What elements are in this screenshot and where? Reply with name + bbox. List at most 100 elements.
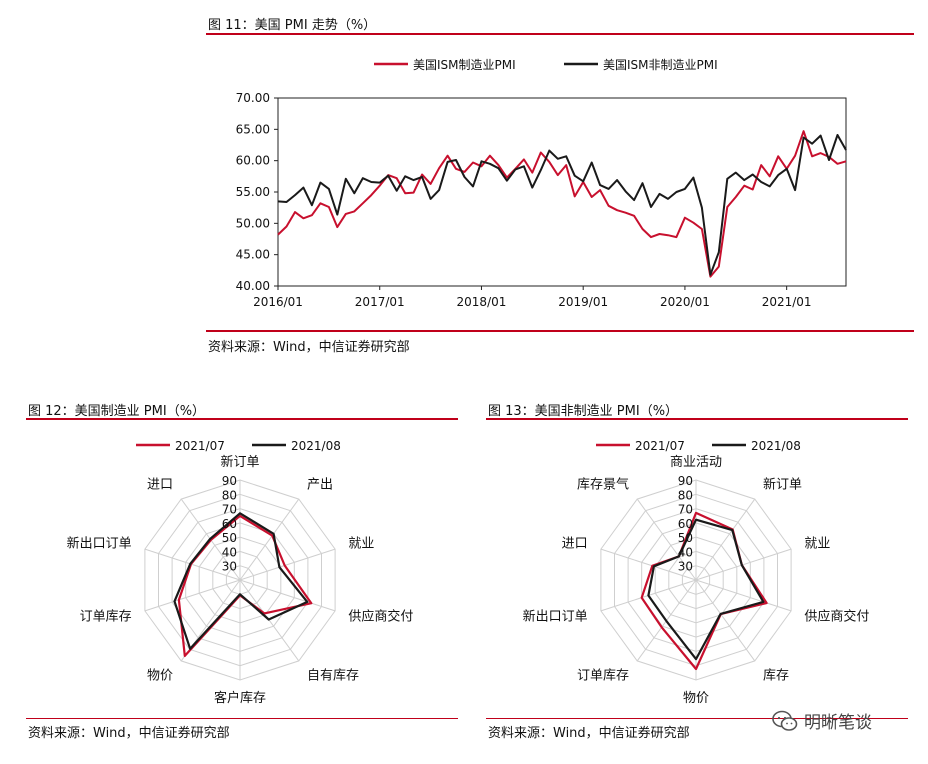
radar-series	[640, 511, 768, 671]
legend-label-1: 美国ISM非制造业PMI	[603, 58, 718, 72]
radar-axis-label-9: 库存景气	[577, 477, 629, 493]
radar-tick-label-6: 90	[678, 474, 693, 488]
y-tick-label-0: 40.00	[236, 279, 270, 293]
radar-tick-label-4: 70	[678, 503, 693, 517]
radar-tick-label-5: 80	[678, 488, 693, 502]
radar-axis-label-8: 进口	[562, 537, 588, 552]
radar-axis-label-2: 就业	[348, 537, 374, 552]
radar-legend-label-0: 2021/07	[175, 439, 225, 453]
radar-axis-label-2: 就业	[804, 537, 830, 552]
y-tick-label-3: 55.00	[236, 185, 270, 199]
manufacturing-pmi-radar: 2021/07 2021/0830405060708090新订单产出就业供应商交付…	[67, 439, 414, 706]
radar-spoke-8	[600, 548, 697, 581]
radar-series-1	[173, 512, 309, 650]
fig11-title: 图 11：美国 PMI 走势（%）	[208, 18, 377, 33]
radar-spoke-1	[239, 498, 300, 581]
y-tick-label-1: 45.00	[236, 248, 270, 262]
radar-tick-label-3: 60	[222, 517, 237, 531]
radar-legend-label-1: 2021/08	[751, 439, 801, 453]
fig11-top-rule	[206, 33, 914, 35]
legend-label-0: 美国ISM制造业PMI	[413, 58, 516, 72]
series-line-0	[277, 130, 847, 278]
radar-tick-label-1: 40	[222, 545, 237, 559]
radar-spoke-3	[695, 579, 792, 612]
radar-tick-label-0: 30	[678, 560, 693, 574]
watermark: 明晰笔谈	[772, 708, 872, 733]
radar-legend: 2021/07 2021/08	[136, 439, 341, 453]
x-tick-label-0: 2016/01	[253, 295, 303, 309]
us-pmi-line-chart: 美国ISM制造业PMI 美国ISM非制造业PMI 40.00 45.00 50.00 5…	[236, 58, 847, 309]
fig13-title: 图 13：美国非制造业 PMI（%）	[488, 404, 679, 419]
fig12-bottom-rule	[26, 718, 458, 719]
radar-spoke-4	[695, 579, 756, 662]
radar-tick-label-2: 50	[222, 531, 237, 545]
y-tick-label-5: 65.00	[236, 122, 270, 136]
watermark-text: 明晰笔谈	[804, 713, 872, 733]
radar-axis-label-6: 物价	[147, 669, 173, 684]
radar-spoke-4	[239, 579, 300, 662]
radar-tick-label-2: 50	[678, 531, 693, 545]
fig12-top-rule	[26, 418, 458, 420]
radar-spoke-2	[239, 548, 336, 581]
radar-axis-label-0: 商业活动	[670, 455, 722, 470]
radar-axis-label-4: 自有库存	[307, 668, 359, 684]
non-manufacturing-pmi-radar: 2021/07 2021/0830405060708090商业活动新订单就业供应商…	[523, 439, 870, 706]
radar-tick-label-5: 80	[222, 488, 237, 502]
radar-axis-label-1: 产出	[307, 478, 333, 493]
x-tick-label-1: 2017/01	[355, 295, 405, 309]
fig12-title: 图 12：美国制造业 PMI（%）	[28, 404, 206, 419]
radar-axis-label-8: 新出口订单	[67, 536, 132, 552]
radar-tick-label-4: 70	[222, 503, 237, 517]
series-line-1	[277, 134, 847, 276]
radar-axis-label-6: 订单库存	[577, 668, 629, 684]
fig13-source: 资料来源：Wind，中信证券研究部	[488, 726, 690, 741]
radar-grid	[600, 479, 792, 681]
y-tick-label-6: 70.00	[236, 91, 270, 105]
line-chart-axes: 40.00 45.00 50.00 55.00 60.00 65.00 70.00 2016/…	[236, 91, 847, 309]
radar-axis-label-5: 客户库存	[214, 690, 266, 706]
radar-axis-label-3: 供应商交付	[804, 609, 869, 625]
radar-legend-label-0: 2021/07	[635, 439, 685, 453]
y-tick-label-2: 50.00	[236, 216, 270, 230]
fig13-top-rule	[486, 418, 908, 420]
fig11-bottom-rule	[206, 330, 914, 332]
fig13-bottom-rule	[486, 718, 908, 719]
radar-spoke-8	[144, 548, 241, 581]
radar-axis-label-1: 新订单	[763, 477, 802, 493]
radar-series-1	[647, 518, 765, 661]
line-chart-series	[277, 130, 847, 278]
wechat-icon	[772, 710, 798, 731]
radar-grid	[144, 479, 336, 681]
radar-axis-label-7: 订单库存	[80, 609, 132, 625]
radar-axis-label-4: 库存	[763, 668, 789, 684]
radar-axis-label-5: 物价	[683, 691, 709, 706]
y-tick-label-4: 60.00	[236, 154, 270, 168]
x-tick-label-5: 2021/01	[762, 295, 812, 309]
radar-spoke-2	[695, 548, 792, 581]
radar-tick-label-3: 60	[678, 517, 693, 531]
radar-axis-label-7: 新出口订单	[523, 609, 588, 625]
radar-legend: 2021/07 2021/08	[596, 439, 801, 453]
plot-frame	[277, 97, 847, 287]
fig11-source: 资料来源：Wind，中信证券研究部	[208, 340, 410, 355]
radar-axis-label-9: 进口	[147, 478, 173, 493]
radar-spoke-9	[636, 498, 697, 581]
radar-spoke-1	[695, 498, 756, 581]
radar-axis-label-0: 新订单	[220, 454, 259, 470]
radar-spoke-3	[239, 579, 336, 612]
x-tick-label-2: 2018/01	[457, 295, 507, 309]
fig12-source: 资料来源：Wind，中信证券研究部	[28, 726, 230, 741]
radar-series	[173, 512, 313, 657]
radar-tick-label-0: 30	[222, 560, 237, 574]
radar-spoke-7	[144, 579, 241, 612]
radar-axis-label-3: 供应商交付	[348, 609, 413, 625]
radar-tick-label-1: 40	[678, 545, 693, 559]
line-chart-legend: 美国ISM制造业PMI 美国ISM非制造业PMI	[374, 58, 718, 72]
x-tick-label-4: 2020/01	[660, 295, 710, 309]
radar-tick-label-6: 90	[222, 474, 237, 488]
radar-legend-label-1: 2021/08	[291, 439, 341, 453]
